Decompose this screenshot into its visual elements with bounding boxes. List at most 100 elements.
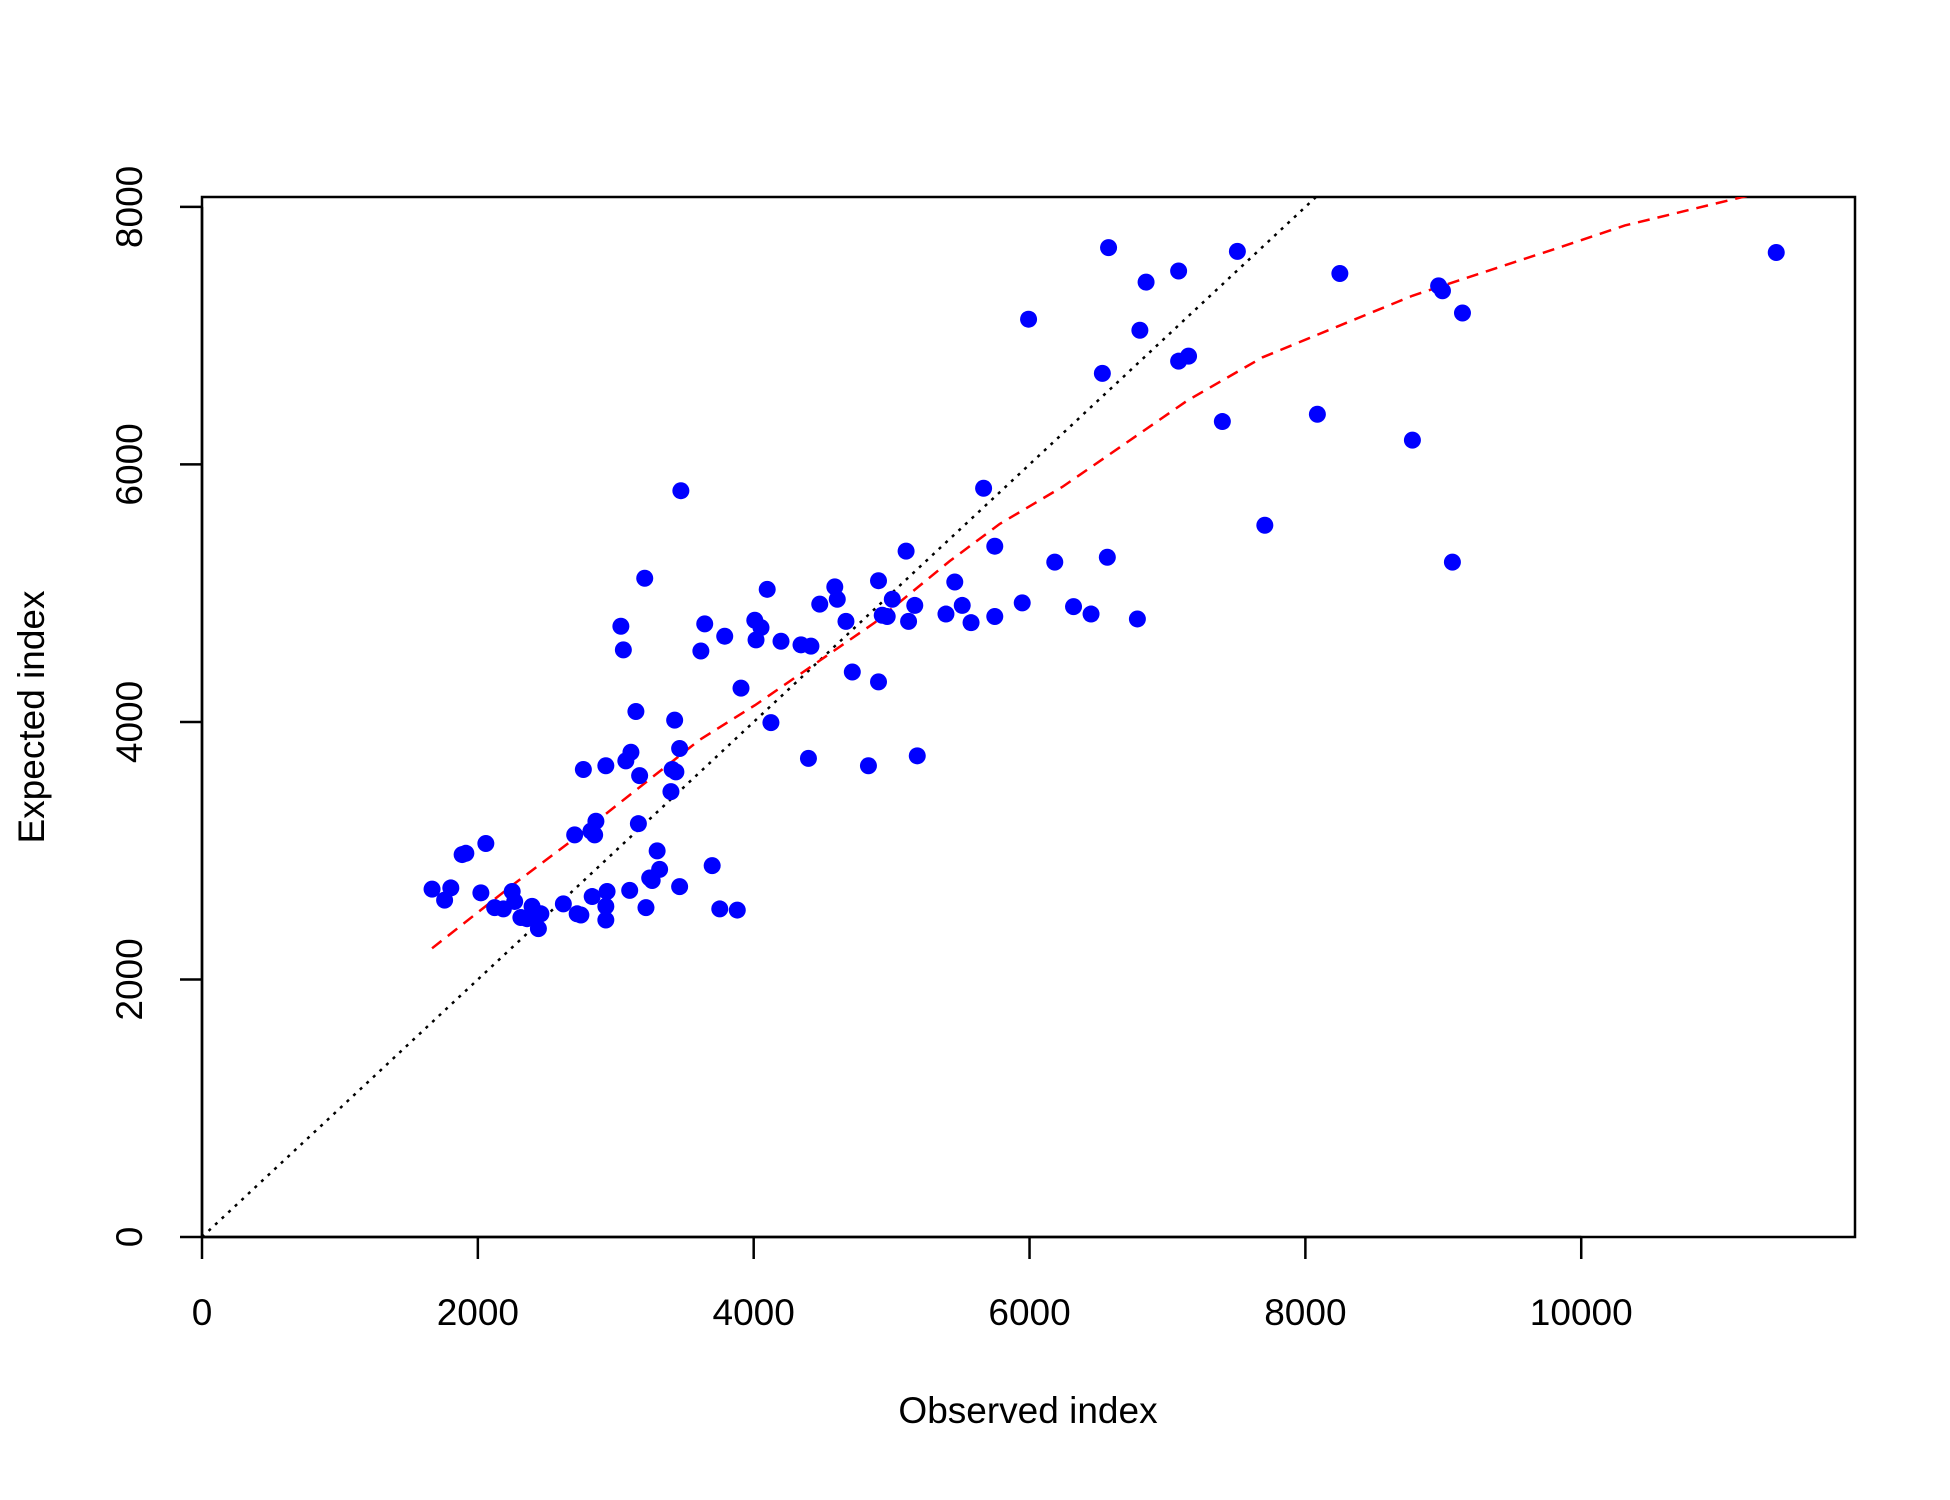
plot-frame (200, 195, 1857, 1239)
point (457, 844, 475, 862)
point (870, 673, 888, 691)
point (506, 892, 524, 910)
point (627, 703, 645, 721)
point (566, 826, 584, 844)
point (953, 596, 971, 614)
point (1403, 431, 1421, 449)
point (597, 757, 615, 775)
point (758, 580, 776, 598)
point (1308, 405, 1326, 423)
point (622, 743, 640, 761)
point (636, 569, 654, 587)
point (986, 608, 1004, 626)
point (692, 642, 710, 660)
point (621, 881, 639, 899)
point (799, 749, 817, 767)
x-tick-label: 4000 (713, 1292, 795, 1333)
point (837, 612, 855, 630)
point (1767, 243, 1785, 261)
point (629, 815, 647, 833)
point (671, 878, 689, 896)
point (711, 900, 729, 918)
point (811, 595, 829, 613)
point (843, 663, 861, 681)
point (1443, 553, 1461, 571)
point (597, 897, 615, 915)
plot-area (202, 197, 1785, 1237)
point (1453, 304, 1471, 322)
point (597, 911, 615, 929)
point (1213, 413, 1231, 431)
point (442, 879, 460, 897)
reference-line (202, 197, 1318, 1237)
point (651, 860, 669, 878)
y-axis-label: Expected index (11, 590, 52, 844)
x-axis-label: Observed index (898, 1390, 1158, 1431)
point (612, 617, 630, 635)
point (477, 835, 495, 853)
point (1093, 364, 1111, 382)
point (587, 812, 605, 830)
point (732, 679, 750, 697)
y-tick-label: 0 (109, 1227, 150, 1248)
point (1228, 242, 1246, 260)
point (1131, 321, 1149, 339)
point (1013, 594, 1031, 612)
point (962, 614, 980, 632)
x-tick-label: 8000 (1264, 1292, 1346, 1333)
point (900, 612, 918, 630)
point (696, 615, 714, 633)
x-tick-label: 10000 (1530, 1292, 1633, 1333)
point (667, 763, 685, 781)
point (554, 895, 572, 913)
point (878, 608, 896, 626)
point (583, 888, 601, 906)
point (703, 857, 721, 875)
point (423, 880, 441, 898)
point (772, 632, 790, 650)
point (859, 757, 877, 775)
point (529, 920, 547, 938)
point (728, 901, 746, 919)
point (671, 739, 689, 757)
point (1170, 262, 1188, 280)
point (906, 596, 924, 614)
point (883, 590, 901, 608)
point (897, 542, 915, 560)
point (762, 714, 780, 732)
point (572, 906, 590, 924)
x-tick-label: 6000 (988, 1292, 1070, 1333)
point (598, 883, 616, 901)
point (1137, 273, 1155, 291)
point (1020, 310, 1038, 328)
x-tick-label: 2000 (437, 1292, 519, 1333)
point (937, 605, 955, 623)
point (1256, 516, 1274, 534)
point (586, 826, 604, 844)
point (870, 572, 888, 590)
y-tick-label: 4000 (109, 681, 150, 763)
point (672, 482, 690, 500)
point (472, 884, 490, 902)
point (908, 747, 926, 765)
point (666, 711, 684, 729)
y-tick-label: 2000 (109, 938, 150, 1020)
point (1433, 282, 1451, 300)
point (1331, 264, 1349, 282)
y-tick-label: 6000 (109, 423, 150, 505)
point (1128, 610, 1146, 628)
y-tick-label: 8000 (109, 166, 150, 248)
point (614, 641, 632, 659)
point (1180, 347, 1198, 365)
point (1065, 598, 1083, 616)
point (1098, 548, 1116, 566)
point (946, 573, 964, 591)
point (1100, 239, 1118, 257)
fit-line (431, 197, 1749, 950)
point (648, 842, 666, 860)
point (752, 619, 770, 637)
point (802, 637, 820, 655)
point (716, 627, 734, 645)
point (637, 899, 655, 917)
